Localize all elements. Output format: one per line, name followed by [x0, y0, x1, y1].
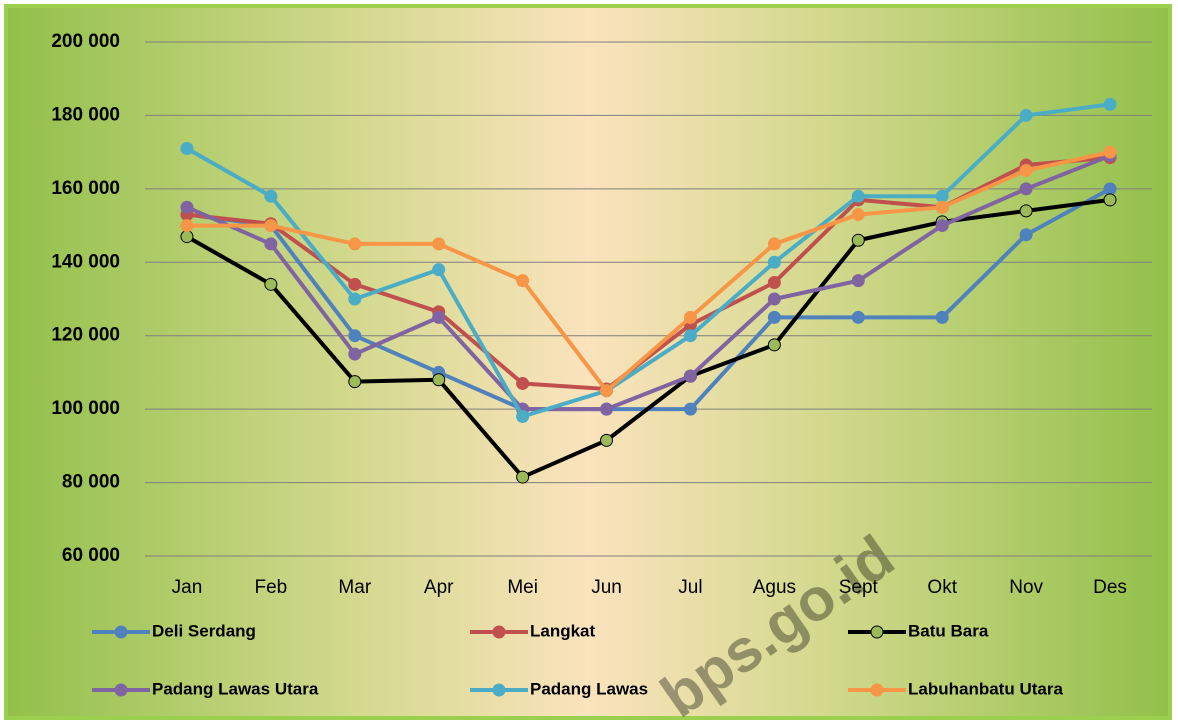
- point: [264, 189, 278, 203]
- point: [683, 329, 697, 343]
- point: [767, 292, 781, 306]
- series-line: [185, 102, 1111, 419]
- y-tick-label: 200 000: [51, 31, 120, 52]
- point: [180, 200, 194, 214]
- y-tick-label: 140 000: [51, 251, 120, 272]
- point: [348, 347, 362, 361]
- point: [935, 219, 949, 233]
- legend-marker: [870, 625, 884, 639]
- point: [683, 369, 697, 383]
- point: [935, 189, 949, 203]
- point: [767, 310, 781, 324]
- x-tick-label: Nov: [1009, 577, 1043, 598]
- point: [851, 310, 865, 324]
- legend-label: Padang Lawas Utara: [152, 679, 319, 698]
- point: [851, 208, 865, 222]
- legend-marker: [492, 625, 506, 639]
- point: [767, 275, 781, 289]
- x-tick-label: Jun: [591, 577, 622, 598]
- legend-marker: [492, 683, 506, 697]
- point: [180, 141, 194, 155]
- point: [767, 338, 781, 352]
- point: [1019, 164, 1033, 177]
- point: [1019, 228, 1033, 242]
- x-tick-label: Jan: [172, 577, 203, 598]
- point: [264, 237, 278, 251]
- point: [600, 384, 614, 398]
- legend-label: Batu Bara: [908, 621, 989, 640]
- chart-frame: [4, 4, 1172, 720]
- point: [1103, 97, 1117, 111]
- point: [600, 433, 614, 447]
- point: [935, 200, 949, 214]
- series-line: [186, 150, 1111, 393]
- point: [1019, 108, 1033, 122]
- x-tick-label: Mei: [507, 577, 538, 598]
- point: [851, 233, 865, 247]
- point: [1103, 145, 1117, 159]
- point: [767, 255, 781, 269]
- point: [348, 375, 362, 389]
- legend-label: Padang Lawas: [530, 679, 648, 698]
- x-tick-label: Apr: [424, 577, 454, 598]
- point: [851, 274, 865, 288]
- point: [180, 219, 194, 233]
- y-tick-label: 60 000: [62, 545, 120, 566]
- point: [432, 310, 446, 324]
- point: [851, 189, 865, 203]
- point: [1103, 182, 1117, 196]
- y-tick-label: 160 000: [51, 178, 120, 199]
- y-tick-label: 120 000: [51, 325, 120, 346]
- point: [348, 292, 362, 306]
- point: [935, 310, 949, 324]
- x-tick-label: Feb: [255, 577, 288, 598]
- legend-marker: [114, 683, 128, 697]
- x-tick-label: Okt: [927, 577, 957, 598]
- point: [767, 237, 781, 251]
- point: [516, 409, 530, 423]
- legend-label: Labuhanbatu Utara: [908, 679, 1063, 698]
- point: [516, 470, 530, 484]
- y-tick-label: 80 000: [62, 472, 120, 493]
- legend-label: Deli Serdang: [152, 621, 256, 640]
- point: [516, 376, 530, 390]
- x-tick-label: Jul: [678, 577, 702, 598]
- point: [1103, 193, 1117, 207]
- point: [683, 310, 697, 324]
- point: [264, 277, 278, 291]
- point: [516, 274, 530, 288]
- y-tick-label: 180 000: [51, 104, 120, 125]
- x-tick-label: Des: [1093, 577, 1127, 598]
- legend-label: Langkat: [530, 621, 596, 640]
- legend-marker: [870, 683, 884, 697]
- y-tick-label: 100 000: [51, 398, 120, 419]
- legend-marker: [114, 625, 128, 639]
- point: [1019, 182, 1033, 196]
- point: [348, 277, 362, 291]
- point: [264, 219, 278, 233]
- series-line: [186, 153, 1111, 412]
- point: [348, 329, 362, 343]
- point: [432, 373, 446, 387]
- x-tick-label: Sept: [839, 577, 879, 598]
- point: [683, 402, 697, 416]
- point: [180, 230, 194, 244]
- x-tick-label: Mar: [338, 577, 371, 598]
- point: [1019, 204, 1033, 218]
- point: [432, 263, 446, 277]
- point: [348, 237, 362, 251]
- x-tick-label: Agus: [753, 577, 796, 598]
- point: [600, 402, 614, 416]
- point: [432, 237, 446, 251]
